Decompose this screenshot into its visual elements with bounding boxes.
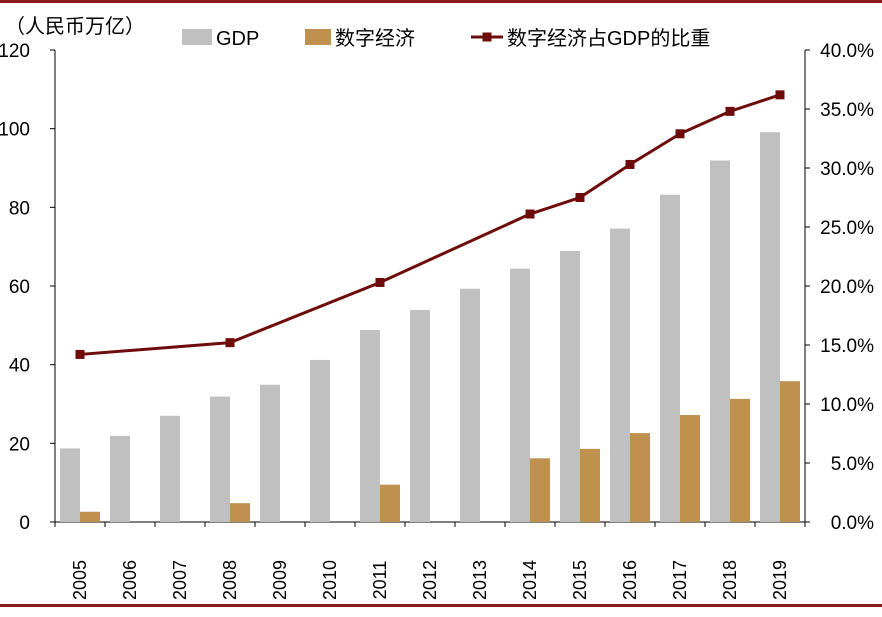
y-right-tick-label: 40.0% (820, 41, 874, 62)
x-tick-label: 2007 (170, 560, 190, 600)
bar-gdp (760, 132, 780, 522)
y-right-tick-label: 15.0% (820, 336, 874, 357)
x-tick-label: 2013 (470, 560, 490, 600)
x-tick-label: 2010 (320, 560, 340, 600)
ratio-point (725, 106, 735, 116)
bar-digital-economy (230, 503, 250, 522)
x-tick-label: 2008 (220, 560, 240, 600)
y-right-tick-label: 10.0% (820, 395, 874, 416)
ratio-point (75, 349, 85, 359)
x-tick-label: 2005 (70, 560, 90, 600)
ratio-point (775, 90, 785, 100)
ratio-point (675, 129, 685, 139)
bar-gdp (560, 250, 580, 522)
y-right-tick-label: 30.0% (820, 159, 874, 180)
x-tick-label: 2014 (520, 560, 540, 600)
y-right-tick-label: 0.0% (831, 513, 874, 534)
y-right-tick-label: 20.0% (820, 277, 874, 298)
bar-digital-economy (80, 511, 100, 522)
bar-digital-economy (680, 415, 700, 522)
top-rule (0, 0, 882, 3)
bars (60, 132, 800, 522)
y-right-tick-label: 35.0% (820, 100, 874, 121)
x-tick-label: 2015 (570, 560, 590, 600)
legend-digital-label: 数字经济 (335, 27, 415, 50)
x-tick-label: 2009 (270, 560, 290, 600)
legend-gdp-swatch (182, 29, 212, 45)
bar-gdp (260, 384, 280, 522)
x-tick-label: 2019 (770, 560, 790, 600)
bar-gdp (410, 309, 430, 522)
bottom-rule (0, 604, 882, 607)
x-tick-label: 2006 (120, 560, 140, 600)
x-tick-label: 2012 (420, 560, 440, 600)
ratio-point (225, 338, 235, 348)
y-left-tick-label: 120 (0, 41, 30, 62)
unit-label: （人民币万亿） (5, 15, 145, 38)
x-tick-label: 2011 (370, 561, 390, 600)
bar-digital-economy (730, 398, 750, 522)
axes: 0 20 40 60 80 100 120 0.0% 5.0% 10.0% 15.0% 20.0% 25… (0, 41, 874, 600)
y-right-tick-label: 25.0% (820, 218, 874, 239)
ratio-point (625, 159, 635, 169)
x-tick-label: 2018 (720, 560, 740, 600)
y-left-tick-label: 100 (0, 120, 30, 141)
y-right-tick-label: 5.0% (831, 454, 874, 475)
bar-gdp (310, 359, 330, 522)
bar-gdp (110, 435, 130, 522)
bar-digital-economy (580, 448, 600, 522)
x-tick-label: 2017 (670, 560, 690, 600)
y-left-tick-label: 20 (9, 434, 30, 455)
bar-gdp (360, 330, 380, 522)
ratio-point (375, 277, 385, 287)
ratio-line (75, 90, 785, 359)
legend: GDP 数字经济 数字经济占GDP的比重 (182, 27, 710, 50)
bar-gdp (160, 415, 180, 522)
bar-gdp (660, 194, 680, 522)
y-left-tick-label: 80 (9, 198, 30, 219)
bar-gdp (610, 228, 630, 522)
y-left-tick-label: 60 (9, 277, 30, 298)
bar-digital-economy (530, 458, 550, 522)
x-tick-label: 2016 (620, 560, 640, 600)
y-left-tick-label: 40 (9, 356, 30, 377)
legend-digital-swatch (305, 29, 331, 45)
ratio-point (525, 209, 535, 219)
legend-ratio-marker (482, 32, 492, 42)
bar-digital-economy (630, 433, 650, 522)
bar-digital-economy (780, 381, 800, 522)
y-left-tick-label: 0 (19, 513, 30, 534)
bar-gdp (460, 288, 480, 522)
bar-gdp (60, 448, 80, 522)
bar-gdp (210, 396, 230, 522)
bar-gdp (510, 268, 530, 522)
bar-gdp (710, 160, 730, 522)
legend-ratio-label: 数字经济占GDP的比重 (507, 27, 710, 50)
bar-digital-economy (380, 484, 400, 522)
legend-gdp-label: GDP (216, 28, 259, 50)
ratio-point (575, 193, 585, 202)
